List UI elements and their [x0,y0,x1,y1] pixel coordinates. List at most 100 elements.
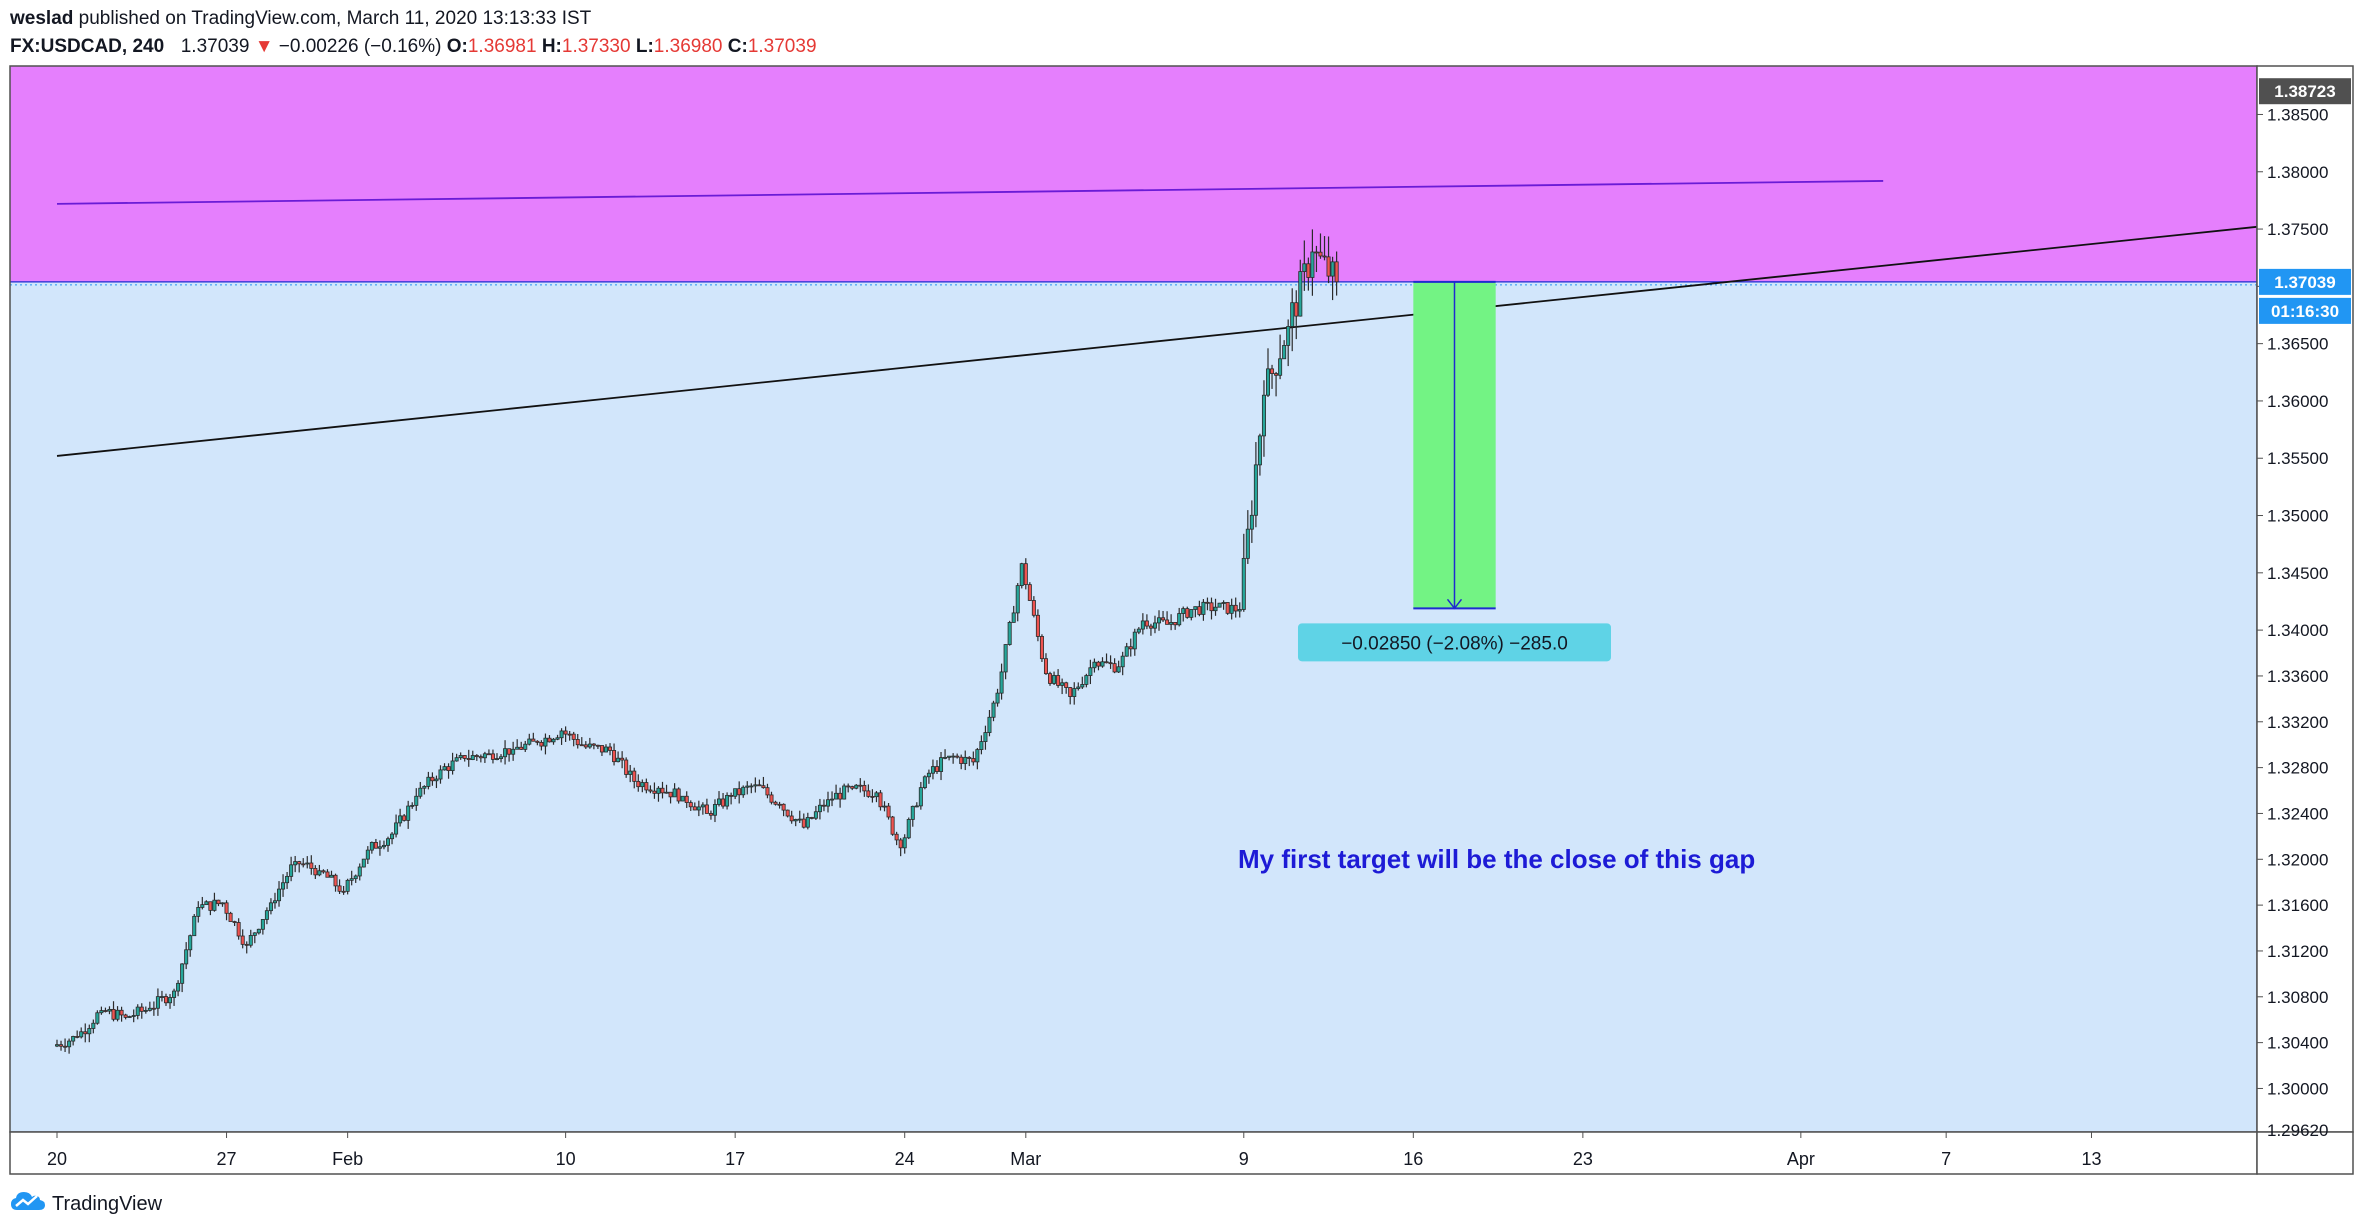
candle [63,1038,68,1052]
candle [55,1039,60,1048]
candle-body [1189,609,1194,618]
measure-label-box[interactable] [1297,623,1611,662]
candle-body [341,890,346,893]
candle [1253,442,1258,528]
candle [107,1006,112,1015]
candle [398,808,403,827]
candle-body [1181,608,1186,614]
open-label: O: [446,36,468,57]
candle-body [240,935,245,945]
axis-corner [2256,1131,2354,1175]
candle [260,919,265,935]
candle-body [725,794,730,807]
candle [386,836,391,852]
candle [737,781,742,804]
upper-trendline[interactable] [56,180,1884,205]
top-price-tag-label: 1.38723 [2274,82,2335,101]
candle [934,760,939,774]
time-tick-label: 24 [895,1149,915,1169]
candle-body [821,804,826,807]
price-tick-label: 1.34500 [2267,564,2328,583]
candle [1088,659,1093,685]
annotation-text[interactable]: My first target will be the close of thi… [1238,844,1755,874]
candle-body [838,792,843,800]
candle [769,791,774,805]
candle [410,802,415,809]
candle [930,759,935,780]
footer-brand[interactable]: TradingView [10,1188,162,1220]
candle [1185,606,1190,619]
candle-body [967,756,972,759]
candle-body [628,770,633,775]
candle-body [773,801,778,805]
candle [575,733,580,749]
candle-body [1253,464,1258,516]
candle [692,802,697,811]
candle-body [220,902,225,905]
candle-body [575,739,580,746]
last-price-tag[interactable] [2259,268,2351,295]
candle-body [599,745,604,753]
price-tick-label-partial: 1.29620 [2267,1121,2328,1140]
candle [1201,599,1206,621]
candle-body [1068,687,1073,697]
candle-body [1120,655,1125,668]
candle-body [434,778,439,782]
candle-body [1334,261,1339,283]
candle-body [79,1031,84,1038]
candle-body [377,846,382,849]
time-tick-label: 13 [2081,1149,2101,1169]
candle [898,837,903,857]
candle-body [640,782,645,788]
candle-body [1209,602,1214,612]
candle-body [1100,661,1105,667]
candle [688,800,693,811]
candle [184,942,189,970]
last-price: 1.37039 [180,36,250,57]
candle-body [345,879,350,892]
candle-body [1136,628,1141,633]
candle [357,863,362,881]
candle [293,855,298,873]
resistance-zone[interactable] [10,66,2257,282]
candle-body [1314,251,1319,254]
candle-body [612,750,617,763]
candle-body [571,733,576,740]
candle-body [523,743,528,750]
candle [168,994,173,1009]
candle-body [503,748,508,758]
candle-body [67,1040,72,1048]
candle-body [527,738,532,745]
candle-body [656,787,661,794]
candle-body [184,949,189,965]
candle-body [155,996,160,1009]
candle-body [898,839,903,849]
candle [220,902,225,907]
candle-body [688,802,693,808]
candle [1173,622,1178,630]
candle-body [414,795,419,806]
candle-body [264,910,269,920]
candle-body [648,789,653,792]
candle [749,783,754,794]
candle [765,783,770,799]
price-tick-label: 1.32800 [2267,759,2328,778]
lower-trendline[interactable] [56,225,2257,457]
candle-body [781,803,786,811]
candle-body [745,785,750,788]
candle-body [507,748,512,755]
candle-body [438,769,443,780]
candle-body [1080,684,1085,688]
candle-body [644,782,649,791]
candle [991,700,996,722]
candle [712,799,717,823]
candle-body [1048,673,1053,684]
author-name[interactable]: weslad [10,8,74,29]
candle-body [1144,620,1149,627]
candle [527,733,532,746]
candle-body [805,817,810,828]
price-tick-label: 1.30000 [2267,1079,2328,1098]
candle-body [369,841,374,851]
candle [571,731,576,747]
